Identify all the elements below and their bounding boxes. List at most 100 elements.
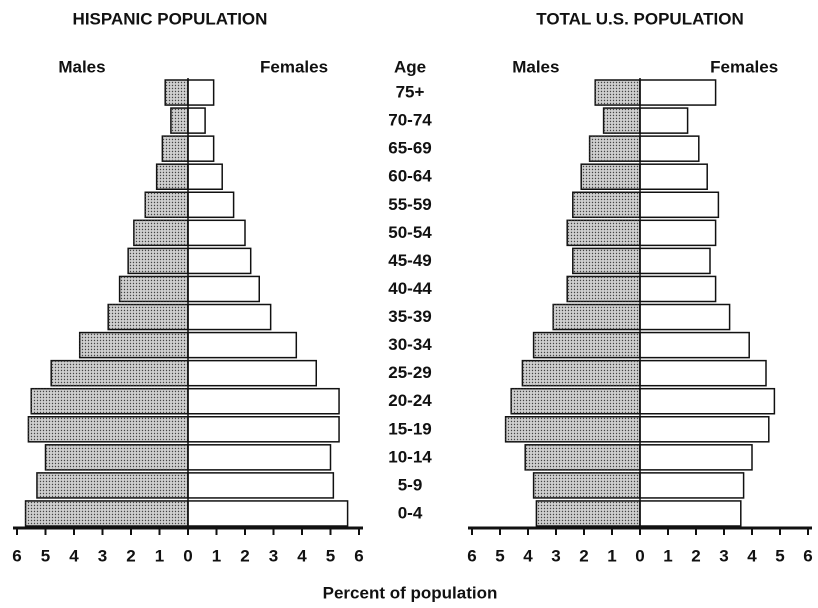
bar-texture	[79, 332, 188, 358]
bar-texture	[162, 136, 188, 162]
bar	[639, 79, 717, 106]
bar-texture	[567, 276, 640, 302]
x-tick-label: 3	[551, 546, 560, 565]
age-group-label: 25-29	[388, 363, 431, 382]
bar	[187, 275, 260, 303]
age-group-label: 20-24	[388, 391, 432, 410]
bar	[187, 416, 340, 443]
age-group-label: 75+	[396, 83, 425, 102]
age-label: Age	[394, 57, 426, 76]
x-tick-label: 5	[326, 546, 335, 565]
bar	[639, 444, 753, 471]
bar	[187, 359, 317, 387]
age-group-label: 10-14	[388, 447, 432, 466]
bar	[187, 444, 332, 471]
bar	[639, 416, 770, 443]
chart-title: HISPANIC POPULATION	[73, 9, 268, 28]
bar-texture	[536, 500, 640, 526]
bar	[639, 303, 731, 331]
x-tick-label: 2	[240, 546, 249, 565]
bar-texture	[505, 416, 640, 442]
bar-texture	[31, 388, 188, 414]
legend-label: Females	[710, 57, 778, 76]
bar-texture	[51, 360, 189, 386]
bar	[187, 500, 349, 527]
age-group-label: 15-19	[388, 419, 431, 438]
bar-texture	[108, 304, 188, 330]
bar-texture	[595, 80, 640, 106]
x-tick-label: 4	[69, 546, 79, 565]
bar	[639, 387, 776, 415]
age-group-label: 45-49	[388, 251, 431, 270]
x-tick-label: 2	[691, 546, 700, 565]
bar-texture	[603, 108, 640, 134]
chart-title: TOTAL U.S. POPULATION	[536, 9, 743, 28]
bar-texture	[165, 80, 188, 106]
age-group-label: 50-54	[388, 223, 432, 242]
bar	[187, 303, 272, 331]
bar	[639, 275, 717, 303]
x-tick-label: 4	[297, 546, 307, 565]
x-tick-label: 3	[269, 546, 278, 565]
x-tick-label: 1	[212, 546, 221, 565]
x-tick-label: 6	[354, 546, 363, 565]
age-group-label: 65-69	[388, 139, 431, 158]
bar	[187, 387, 340, 415]
bar	[187, 472, 335, 499]
bar-texture	[25, 500, 188, 526]
bar-texture	[522, 360, 640, 386]
bar-texture	[553, 304, 640, 330]
bar-texture	[145, 192, 188, 218]
bar	[187, 191, 235, 219]
bar-texture	[119, 276, 188, 302]
bar	[639, 191, 720, 219]
bar	[639, 500, 742, 527]
x-tick-label: 6	[467, 546, 476, 565]
age-group-label: 55-59	[388, 195, 431, 214]
age-group-label: 5-9	[398, 475, 423, 494]
age-group-label: 30-34	[388, 335, 432, 354]
x-tick-label: 1	[607, 546, 616, 565]
x-tick-label: 3	[98, 546, 107, 565]
age-group-label: 0-4	[398, 503, 423, 522]
bar	[187, 331, 298, 359]
x-tick-label: 6	[803, 546, 812, 565]
bar-texture	[133, 220, 188, 246]
x-tick-label: 5	[495, 546, 504, 565]
bar	[639, 135, 700, 162]
x-tick-label: 5	[41, 546, 50, 565]
x-tick-label: 1	[155, 546, 164, 565]
bar	[639, 247, 711, 275]
x-tick-label: 6	[12, 546, 21, 565]
x-tick-label: 0	[183, 546, 192, 565]
x-tick-label: 3	[719, 546, 728, 565]
bar	[187, 107, 206, 134]
x-tick-label: 5	[775, 546, 784, 565]
x-tick-label: 4	[747, 546, 757, 565]
bar-texture	[156, 164, 188, 190]
bar	[187, 163, 223, 190]
legend-label: Males	[58, 57, 105, 76]
bar	[187, 219, 246, 247]
bar-texture	[533, 472, 640, 498]
x-axis-label: Percent of population	[323, 583, 498, 602]
bar-texture	[572, 248, 640, 274]
bar	[639, 359, 767, 387]
age-group-label: 70-74	[388, 111, 432, 130]
bar	[639, 331, 750, 359]
age-group-label: 60-64	[388, 167, 432, 186]
bar-texture	[567, 220, 640, 246]
age-group-label: 35-39	[388, 307, 431, 326]
bar-texture	[589, 136, 640, 162]
x-tick-label: 0	[635, 546, 644, 565]
bar-texture	[36, 472, 189, 498]
bar	[187, 135, 215, 162]
bar-texture	[572, 192, 640, 218]
bar	[187, 79, 215, 106]
x-tick-label: 4	[523, 546, 533, 565]
bar	[187, 247, 252, 275]
bar-texture	[511, 388, 640, 414]
legend-label: Females	[260, 57, 328, 76]
bar-texture	[128, 248, 188, 274]
